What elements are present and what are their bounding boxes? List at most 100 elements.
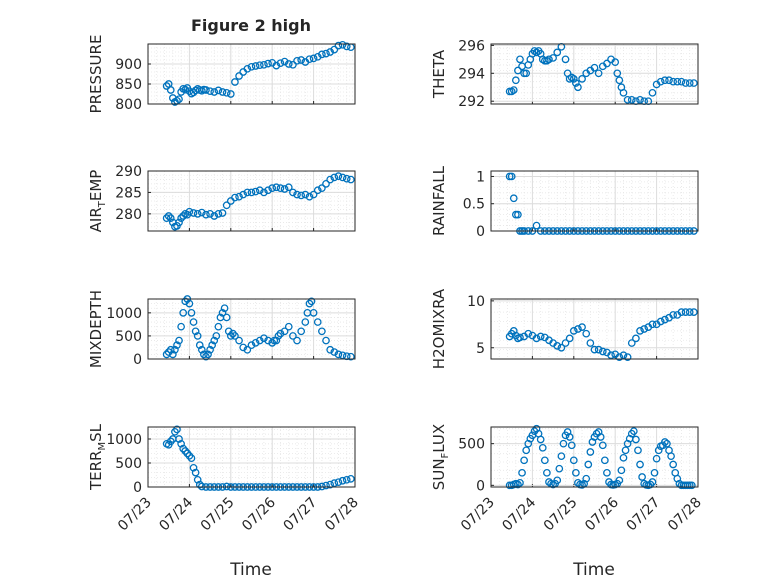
y-axis-label: PRESSURE [87, 35, 105, 114]
data-point [260, 60, 268, 69]
data-point [239, 343, 248, 352]
data-point [334, 172, 343, 180]
data-point [596, 433, 605, 441]
data-point [509, 86, 518, 94]
data-point [522, 69, 531, 78]
data-point [532, 334, 541, 343]
x-axis-label-left: Time [229, 560, 272, 580]
data-point [189, 209, 198, 217]
data-point [326, 480, 335, 489]
data-point [648, 320, 657, 329]
data-point [218, 209, 227, 217]
data-point [687, 481, 696, 490]
data-point [342, 475, 351, 484]
data-point [235, 192, 243, 201]
data-point [247, 62, 256, 71]
y-tick-label: 292 [458, 94, 485, 110]
data-point [636, 327, 644, 335]
data-point [536, 332, 545, 341]
data-point [342, 174, 351, 183]
data-point [569, 327, 578, 335]
y-tick-label: 500 [458, 437, 485, 453]
data-point [166, 214, 175, 222]
data-point [586, 448, 595, 456]
data-point [669, 460, 678, 469]
data-point [164, 212, 173, 220]
data-point [338, 173, 347, 182]
data-point [582, 474, 591, 483]
y-tick-label: 0 [133, 352, 142, 368]
data-point [293, 56, 301, 65]
data-point [177, 439, 185, 448]
y-tick-label: 1 [476, 169, 485, 185]
data-point [634, 446, 642, 455]
data-point [189, 318, 198, 326]
data-point [650, 468, 659, 477]
data-point [168, 350, 177, 359]
data-point [187, 454, 196, 463]
data-point [239, 190, 248, 199]
data-point [615, 476, 624, 485]
data-point [565, 334, 574, 343]
data-point [590, 63, 599, 72]
data-point [297, 56, 306, 64]
data-point [212, 332, 221, 340]
data-point [334, 478, 343, 487]
data-point [569, 456, 578, 465]
data-point [561, 55, 570, 64]
data-point [202, 86, 210, 94]
y-tick-label: 500 [115, 329, 142, 345]
data-point [293, 190, 301, 199]
x-tick-label: 07/28 [665, 495, 705, 535]
data-point [197, 208, 206, 217]
data-point [661, 438, 669, 446]
axes-box [490, 43, 699, 105]
y-tick-label: 0 [133, 480, 142, 496]
data-point [175, 336, 183, 345]
data-point [553, 342, 562, 350]
x-tick-label: 07/27 [281, 495, 321, 535]
y-tick-label: 800 [115, 97, 142, 113]
subplot-2: 292 294 296 THETA [430, 38, 699, 110]
data-point [313, 318, 322, 326]
data-point [179, 212, 188, 220]
data-point [538, 443, 547, 452]
data-point [255, 336, 264, 345]
data-point [185, 207, 194, 216]
data-point [572, 468, 580, 477]
data-point [181, 85, 190, 94]
data-point [309, 308, 318, 317]
data-point [251, 62, 260, 70]
data-point [206, 345, 214, 354]
data-point [656, 317, 665, 326]
data-point [677, 77, 686, 86]
data-point [322, 481, 330, 490]
x-tick-label: 07/26 [582, 494, 622, 534]
data-point [206, 87, 214, 96]
data-point [214, 86, 223, 95]
y-tick-label: 850 [115, 77, 142, 93]
data-point [636, 95, 644, 104]
data-point [193, 210, 202, 218]
data-point [268, 338, 277, 347]
data-point [594, 69, 603, 78]
data-point [330, 348, 339, 356]
data-point [272, 61, 281, 70]
data-point [623, 353, 632, 361]
data-point [251, 338, 260, 347]
data-point [661, 315, 669, 324]
data-point [305, 55, 314, 64]
data-point [623, 95, 632, 104]
y-axis-label: SUNFLUX [430, 424, 451, 490]
data-point [613, 69, 622, 78]
data-point [584, 460, 593, 469]
data-point [280, 57, 289, 66]
data-point [301, 318, 310, 326]
data-point [309, 190, 318, 199]
data-point [231, 78, 239, 86]
data-point [615, 353, 624, 361]
x-tick-label: 07/24 [156, 494, 196, 534]
data-point [243, 188, 252, 197]
data-point [621, 446, 630, 455]
data-point [187, 308, 196, 317]
